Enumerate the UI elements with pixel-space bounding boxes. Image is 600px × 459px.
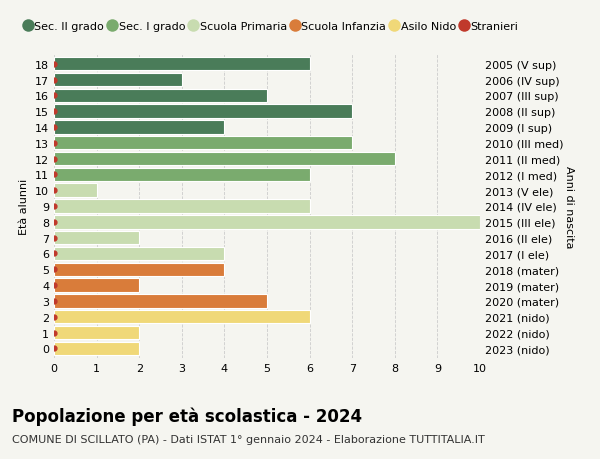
Bar [54,58,310,71]
Bar [54,73,182,87]
Bar [54,342,139,355]
Bar [54,216,480,229]
Bar [54,105,352,118]
Y-axis label: Età alunni: Età alunni [19,179,29,235]
Text: Popolazione per età scolastica - 2024: Popolazione per età scolastica - 2024 [12,406,362,425]
Y-axis label: Anni di nascita: Anni di nascita [565,165,574,248]
Bar [54,231,139,245]
Legend: Sec. II grado, Sec. I grado, Scuola Primaria, Scuola Infanzia, Asilo Nido, Stran: Sec. II grado, Sec. I grado, Scuola Prim… [25,21,518,32]
Bar [54,184,97,197]
Bar [54,279,139,292]
Bar [54,168,310,182]
Bar [54,121,224,134]
Bar [54,247,224,261]
Bar [54,295,267,308]
Bar [54,152,395,166]
Bar [54,310,310,324]
Bar [54,263,224,276]
Bar [54,326,139,340]
Bar [54,137,352,150]
Bar [54,90,267,103]
Bar [54,200,310,213]
Text: COMUNE DI SCILLATO (PA) - Dati ISTAT 1° gennaio 2024 - Elaborazione TUTTITALIA.I: COMUNE DI SCILLATO (PA) - Dati ISTAT 1° … [12,434,485,444]
